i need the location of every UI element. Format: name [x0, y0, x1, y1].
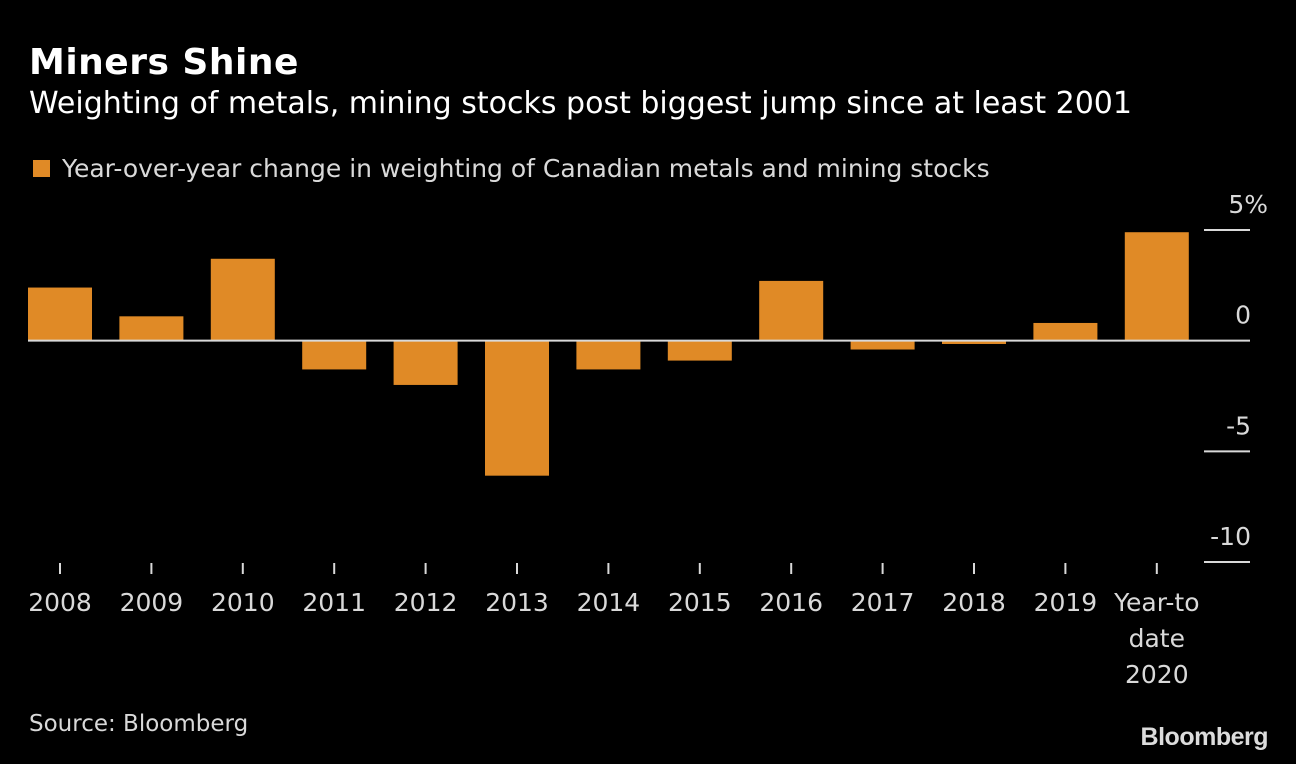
legend-label: Year-over-year change in weighting of Ca…: [62, 154, 990, 183]
legend-swatch: [33, 160, 50, 177]
x-tick-label: 2020: [1125, 660, 1189, 689]
bloomberg-logo: Bloomberg: [1140, 723, 1269, 751]
x-tick-label: 2018: [942, 588, 1006, 617]
bar-2009: [119, 316, 184, 341]
x-tick-label: 2017: [851, 588, 915, 617]
y-tick-label: 0: [1235, 301, 1251, 330]
bar-2013: [485, 340, 549, 476]
x-tick-label: 2010: [211, 588, 275, 617]
bar-2010: [210, 258, 275, 341]
bar-2008: [28, 287, 92, 341]
bar-2015: [667, 340, 732, 361]
x-tick-label: 2015: [668, 588, 732, 617]
x-tick-label: 2011: [302, 588, 366, 617]
chart-title: Miners Shine: [29, 42, 299, 83]
x-tick-label: date: [1129, 624, 1185, 653]
x-tick-label: 2012: [394, 588, 458, 617]
x-tick-label: 2016: [759, 588, 823, 617]
bar-2018: [942, 340, 1006, 344]
x-tick-label: 2014: [577, 588, 641, 617]
bar-2017: [850, 340, 915, 350]
x-tick-label: 2019: [1034, 588, 1098, 617]
source-note: Source: Bloomberg: [29, 711, 249, 737]
x-tick-label: Year-to: [1113, 588, 1199, 617]
y-tick-label: -5: [1226, 411, 1251, 440]
bar-2016: [759, 280, 824, 341]
x-tick-label: 2008: [28, 588, 92, 617]
bar-year-to-date-2020: [1124, 232, 1189, 341]
x-tick-label: 2013: [485, 588, 549, 617]
chart-subtitle: Weighting of metals, mining stocks post …: [29, 86, 1132, 121]
y-tick-label: -10: [1210, 522, 1251, 551]
bar-2011: [302, 340, 367, 370]
bar-2014: [576, 340, 641, 370]
legend: Year-over-year change in weighting of Ca…: [33, 154, 990, 183]
bar-2012: [393, 340, 458, 385]
bar-2019: [1033, 322, 1098, 341]
y-tick-label: 5%: [1228, 190, 1268, 219]
x-tick-label: 2009: [120, 588, 184, 617]
